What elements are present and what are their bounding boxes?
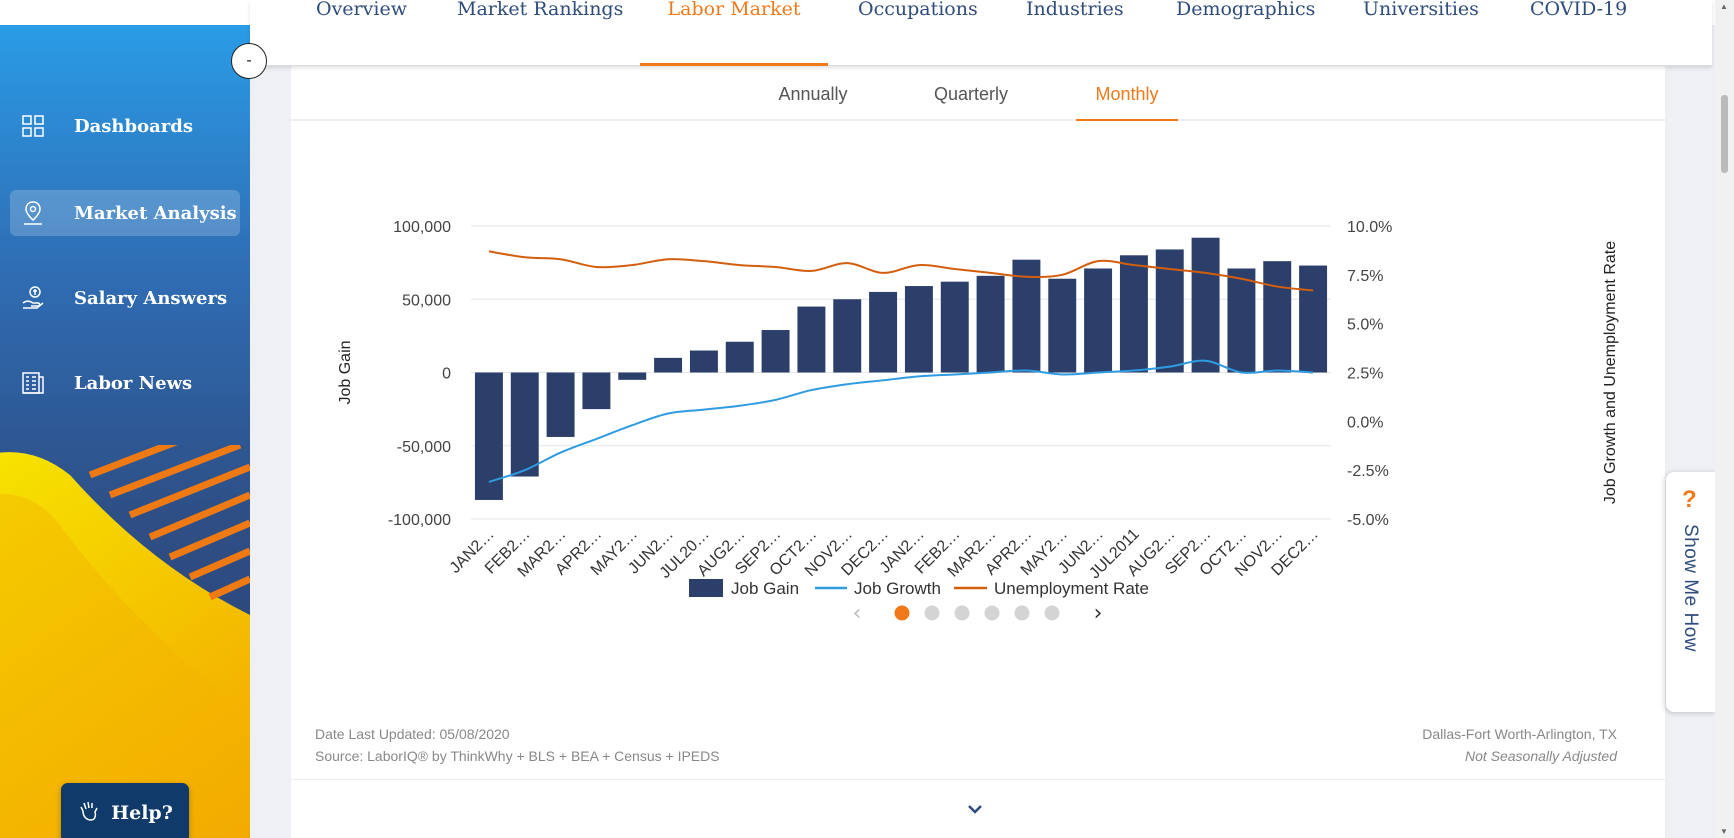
- tab-demographics[interactable]: Demographics: [1176, 0, 1316, 20]
- scroll-up-icon[interactable]: ▲: [1720, 2, 1728, 11]
- pager-next-icon[interactable]: ›: [1094, 601, 1103, 626]
- pager-dot[interactable]: [1044, 605, 1060, 621]
- job-gain-bar: [904, 286, 933, 373]
- pager-dot[interactable]: [954, 605, 970, 621]
- chart-card: Annually Quarterly Monthly 100,000 50,000…: [291, 66, 1665, 838]
- question-icon: ?: [1682, 486, 1697, 513]
- tab-industries[interactable]: Industries: [1026, 0, 1124, 20]
- job-gain-bar: [546, 372, 575, 437]
- sidebar-decoration: [0, 445, 250, 838]
- legend-label-job-gain: Job Gain: [731, 579, 799, 598]
- job-gain-bar: [1191, 237, 1220, 373]
- pager-dot[interactable]: [984, 605, 1000, 621]
- pager-prev-icon: ‹: [853, 601, 862, 626]
- map-pin-icon: [20, 200, 46, 226]
- sidebar-item-labor-news[interactable]: Labor News: [10, 360, 240, 406]
- job-gain-bar: [1048, 278, 1077, 373]
- legend-swatch-job-gain: [689, 579, 723, 597]
- left-tick-label: 50,000: [402, 292, 451, 309]
- right-tick-label: 10.0%: [1347, 219, 1392, 236]
- legend-label-unemployment-rate: Unemployment Rate: [994, 579, 1149, 598]
- right-axis-title: Job Growth and Unemployment Rate: [1602, 241, 1619, 504]
- scrollbar-thumb[interactable]: [1721, 95, 1728, 173]
- expand-chevron-down-icon[interactable]: [967, 801, 983, 819]
- left-tick-label: -50,000: [397, 439, 451, 456]
- pager-dot[interactable]: [924, 605, 940, 621]
- job-gain-bar: [1263, 261, 1292, 373]
- job-gain-bar: [725, 341, 754, 373]
- sidebar-item-label: Salary Answers: [74, 287, 228, 309]
- job-gain-bar: [761, 330, 790, 373]
- sidebar: Dashboards Market Analysis Salary Answer…: [0, 25, 250, 838]
- newspaper-icon: [20, 370, 46, 396]
- region-name: Dallas-Fort Worth-Arlington, TX: [1422, 726, 1617, 742]
- job-gain-bar: [510, 372, 539, 477]
- tab-universities[interactable]: Universities: [1363, 0, 1479, 20]
- footer-info: Date Last Updated: 05/08/2020 Source: La…: [315, 723, 720, 767]
- job-gain-bar: [1084, 268, 1113, 373]
- pager-dot[interactable]: [894, 605, 910, 621]
- collapse-sidebar-button[interactable]: -: [231, 43, 267, 79]
- main-tabs: Overview Market Rankings Labor Market Oc…: [250, 0, 1712, 66]
- tab-covid-19[interactable]: COVID-19: [1530, 0, 1628, 20]
- labor-market-chart: 100,000 50,000 0 -50,000 -100,000 10.0% 7.5% 5.…: [337, 219, 1619, 626]
- sidebar-item-market-analysis[interactable]: Market Analysis: [10, 190, 240, 236]
- scroll-down-icon[interactable]: ▼: [1720, 827, 1728, 836]
- adjustment-note: Not Seasonally Adjusted: [1464, 748, 1617, 764]
- divider: [291, 779, 1665, 780]
- left-tick-label: 100,000: [393, 219, 451, 236]
- footer-region: Dallas-Fort Worth-Arlington, TX Not Seas…: [1422, 723, 1617, 767]
- tab-labor-market[interactable]: Labor Market: [640, 0, 828, 66]
- period-tabs: Annually Quarterly Monthly: [291, 66, 1665, 121]
- job-gain-bar: [582, 372, 611, 410]
- sidebar-item-label: Dashboards: [74, 115, 193, 137]
- tab-overview[interactable]: Overview: [316, 0, 407, 20]
- job-gain-bar: [618, 372, 647, 380]
- source-text: Source: LaborIQ® by ThinkWhy + BLS + BEA…: [315, 748, 720, 764]
- tab-annually[interactable]: Annually: [778, 84, 848, 104]
- legend-label-job-growth: Job Growth: [854, 579, 941, 598]
- job-growth-line: [488, 359, 1314, 483]
- job-gain-bar: [976, 275, 1005, 373]
- sidebar-item-label: Market Analysis: [74, 202, 237, 224]
- job-gain-bar: [1299, 265, 1328, 373]
- left-tick-label: -100,000: [388, 512, 451, 529]
- wave-hand-icon: [77, 799, 101, 828]
- job-gain-bar: [940, 281, 969, 373]
- job-gain-bar: [654, 357, 683, 373]
- tab-quarterly[interactable]: Quarterly: [933, 84, 1009, 104]
- right-tick-label: 5.0%: [1347, 317, 1383, 334]
- job-gain-bar: [797, 306, 826, 373]
- right-tick-label: 0.0%: [1347, 414, 1383, 431]
- job-gain-bar: [869, 291, 898, 373]
- scrollbar[interactable]: ▲ ▼: [1715, 0, 1734, 838]
- right-tick-label: 7.5%: [1347, 268, 1383, 285]
- job-gain-bar: [1012, 259, 1041, 373]
- tab-market-rankings[interactable]: Market Rankings: [457, 0, 624, 20]
- collapse-label: -: [246, 52, 252, 69]
- tab-monthly[interactable]: Monthly: [1076, 84, 1178, 121]
- help-button[interactable]: Help?: [61, 783, 189, 838]
- show-me-how-button[interactable]: ? Show Me How: [1666, 472, 1716, 712]
- grid-icon: [20, 113, 46, 139]
- last-updated: Date Last Updated: 05/08/2020: [315, 726, 510, 742]
- job-gain-bar: [1227, 268, 1256, 373]
- right-tick-label: -5.0%: [1347, 512, 1389, 529]
- tab-occupations[interactable]: Occupations: [858, 0, 978, 20]
- left-tick-label: 0: [442, 366, 451, 383]
- job-gain-bar: [833, 299, 862, 373]
- sidebar-item-dashboards[interactable]: Dashboards: [10, 103, 240, 149]
- salary-hand-icon: [20, 285, 46, 311]
- job-gain-bar: [1119, 255, 1148, 373]
- sidebar-item-salary-answers[interactable]: Salary Answers: [10, 275, 240, 321]
- show-me-how-label: Show Me How: [1680, 524, 1701, 652]
- job-gain-bar: [689, 350, 718, 373]
- right-tick-label: -2.5%: [1347, 463, 1389, 480]
- right-tick-label: 2.5%: [1347, 366, 1383, 383]
- sidebar-item-label: Labor News: [74, 372, 193, 394]
- pager-dot[interactable]: [1014, 605, 1030, 621]
- unemployment-rate-line: [488, 250, 1314, 292]
- help-label: Help?: [111, 802, 173, 824]
- left-axis-title: Job Gain: [337, 340, 354, 404]
